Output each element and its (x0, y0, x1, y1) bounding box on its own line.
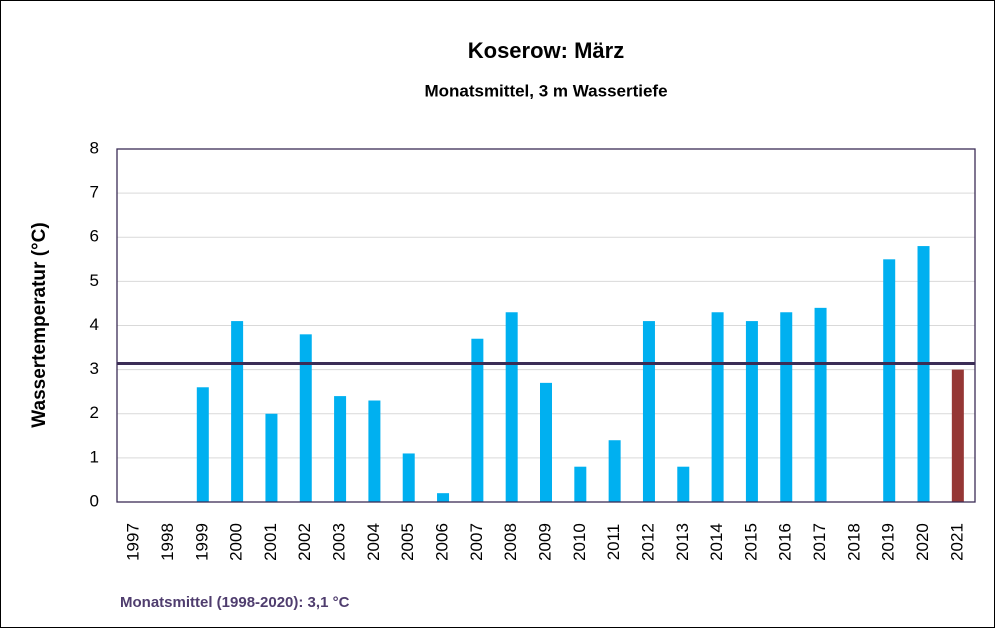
x-tick-label: 2017 (810, 523, 829, 561)
x-tick-label: 2009 (535, 523, 554, 561)
bar (574, 466, 587, 502)
x-tick-label: 2018 (844, 523, 863, 561)
bar (951, 369, 964, 502)
bar (368, 400, 381, 502)
x-tick-label: 2014 (707, 523, 726, 561)
bar (814, 307, 827, 502)
annotation: Monatsmittel (1998-2020): 3,1 °C (120, 594, 350, 611)
x-tick-label: 2001 (261, 523, 280, 561)
bar (883, 259, 896, 502)
bar (196, 387, 209, 502)
x-tick-label: 2002 (295, 523, 314, 561)
y-axis-label: Wassertemperatur (°C) (29, 222, 50, 427)
bar (745, 321, 758, 502)
y-tick-label: 6 (90, 227, 99, 246)
x-tick-label: 2015 (741, 523, 760, 561)
y-tick-label: 0 (90, 491, 99, 510)
bar (677, 466, 690, 502)
bar (299, 334, 312, 502)
x-tick-label: 2020 (913, 523, 932, 561)
x-tick-label: 1997 (124, 523, 143, 561)
bar (608, 440, 621, 502)
chart-title: Koserow: März (468, 38, 624, 63)
y-tick-label: 1 (90, 447, 99, 466)
y-tick-label: 3 (90, 359, 99, 378)
x-tick-label: 2008 (501, 523, 520, 561)
bar (540, 382, 552, 502)
y-tick-label: 7 (90, 183, 99, 202)
bar (642, 321, 655, 502)
x-tick-label: 2003 (330, 523, 349, 561)
x-tick-label: 2005 (398, 523, 417, 561)
x-tick-label: 2007 (467, 523, 486, 561)
x-tick-label: 2000 (227, 523, 246, 561)
x-tick-label: 2006 (433, 523, 452, 561)
x-tick-label: 2019 (879, 523, 898, 561)
bar (334, 396, 347, 502)
x-tick-label: 2013 (673, 523, 692, 561)
chart-subtitle: Monatsmittel, 3 m Wassertiefe (424, 81, 667, 100)
x-tick-label: 1999 (192, 523, 211, 561)
plot-border (116, 148, 976, 503)
bar (711, 312, 724, 502)
bar (265, 413, 278, 502)
y-tick-label: 4 (90, 315, 99, 334)
bar (402, 453, 415, 502)
x-tick-label: 2021 (947, 523, 966, 561)
x-tick-label: 2016 (776, 523, 795, 561)
y-tick-label: 8 (90, 138, 99, 157)
bar (917, 246, 930, 502)
bar (231, 321, 244, 502)
bar (471, 338, 484, 502)
x-tick-label: 2012 (638, 523, 657, 561)
x-tick-label: 1998 (158, 523, 177, 561)
bar (780, 312, 793, 502)
x-tick-label: 2011 (604, 524, 623, 561)
bar (437, 493, 450, 502)
y-tick-label: 5 (90, 271, 99, 290)
bar (505, 312, 518, 502)
x-tick-label: 2004 (364, 523, 383, 561)
y-tick-label: 2 (90, 403, 99, 422)
x-tick-label: 2010 (570, 523, 589, 561)
